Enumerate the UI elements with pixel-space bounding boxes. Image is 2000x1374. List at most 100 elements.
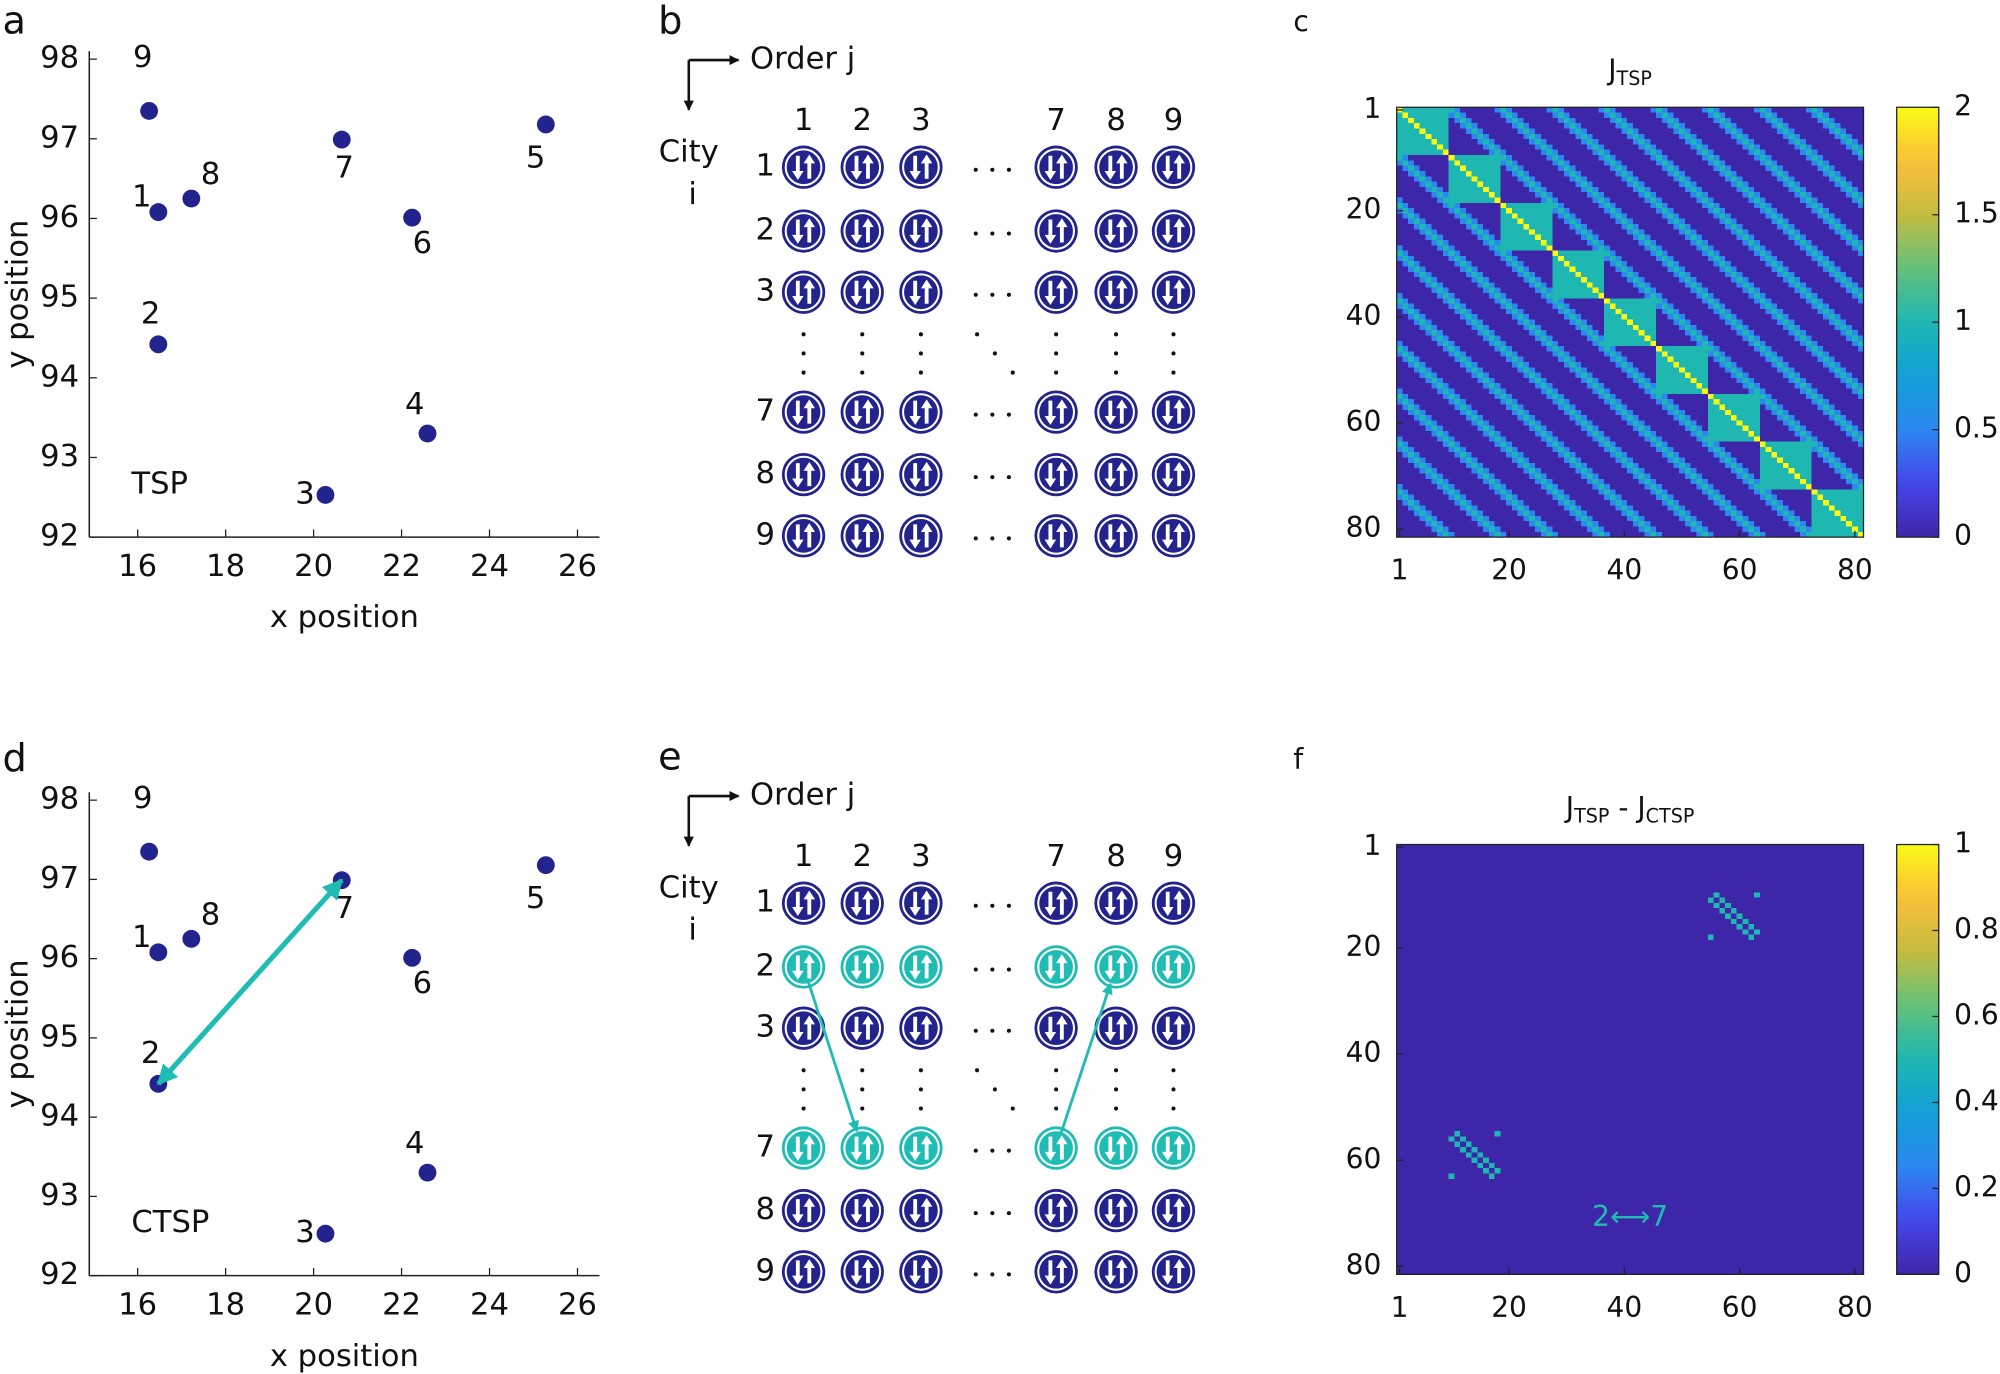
spin-disc — [1151, 452, 1196, 497]
spin — [1034, 1250, 1078, 1294]
spin-ring — [1154, 148, 1193, 187]
spin — [899, 452, 943, 497]
spin — [899, 514, 943, 558]
spin-ring — [1154, 884, 1193, 923]
title-part: CTSP — [1646, 804, 1695, 827]
spin — [781, 1188, 826, 1233]
heatmap-cell — [1736, 924, 1743, 930]
spin-disc — [1151, 270, 1196, 314]
spin-heads — [850, 1015, 874, 1041]
heatmap-band — [1396, 494, 1443, 538]
heatmap-band — [1396, 399, 1547, 538]
ellipsis-dot — [990, 967, 995, 972]
heatmap-cell — [1454, 1141, 1461, 1148]
spin-ring — [1097, 884, 1135, 923]
spin-disc — [899, 452, 943, 497]
ellipsis-dot — [1006, 1272, 1011, 1277]
x-axis-label: x position — [270, 1339, 419, 1374]
column-axis-label: Order j — [750, 42, 855, 77]
row-label: 9 — [756, 1253, 775, 1288]
ellipsis-dot — [973, 167, 978, 172]
y-tick-label: 96 — [40, 200, 79, 235]
spin-disc — [899, 881, 943, 925]
spin — [899, 1006, 943, 1050]
spin-arrows — [1108, 219, 1124, 243]
spin-heads — [1161, 890, 1185, 916]
city-label: 9 — [133, 781, 152, 816]
city-point — [182, 929, 201, 948]
spin — [781, 270, 826, 314]
spin — [1034, 209, 1078, 253]
spin-arrows — [913, 524, 929, 548]
spin-arrows — [913, 1260, 929, 1284]
heatmap-band — [1396, 393, 1553, 538]
ellipsis-dot — [801, 370, 806, 375]
panel-letter: a — [3, 0, 26, 44]
city-label: 2 — [141, 1036, 160, 1071]
heatmap-cell — [1477, 1152, 1484, 1158]
spin-ring — [843, 212, 882, 250]
ellipsis-dot — [990, 292, 995, 297]
ellipsis-dot — [992, 1087, 997, 1092]
spin-heads — [1044, 154, 1068, 180]
spin-ring — [1097, 1191, 1135, 1230]
heatmap-band — [1396, 202, 1760, 538]
spin — [1151, 1188, 1196, 1233]
spin-disc — [781, 452, 826, 497]
constraint-arrow — [156, 878, 344, 1086]
spin-arrows — [1165, 1016, 1182, 1040]
column-label: 7 — [1046, 839, 1065, 874]
spin — [1034, 1126, 1078, 1170]
ellipsis-dot — [973, 1148, 978, 1153]
city-point — [149, 943, 168, 962]
spin — [899, 1250, 943, 1294]
spin-disc — [840, 209, 884, 253]
spin-ring — [784, 884, 823, 923]
spin — [781, 452, 826, 497]
spin-disc — [1094, 945, 1138, 989]
heatmap-cell — [1713, 902, 1720, 909]
spin-ring — [843, 1252, 882, 1291]
row-label: 2 — [756, 213, 775, 248]
spin-disc — [1094, 270, 1138, 314]
spin — [899, 881, 943, 925]
spin-ring — [1037, 1252, 1075, 1291]
diagram: b Order j City i 1 2 3 7 8 9 1 2 3 7 8 9 — [658, 0, 1196, 558]
row-axis-label: i — [688, 177, 697, 212]
spin — [781, 881, 826, 925]
spin-ring — [902, 212, 940, 250]
spin — [1094, 1188, 1138, 1233]
spin-heads — [1104, 461, 1128, 488]
spin — [1151, 514, 1196, 558]
y-tick-label: 80 — [1346, 1248, 1382, 1281]
ellipsis-dot — [801, 1068, 806, 1073]
ellipsis-dot — [973, 536, 978, 541]
y-tick-label: 97 — [40, 861, 79, 896]
column-label: 2 — [853, 839, 872, 874]
spin-disc — [781, 1188, 826, 1233]
spin-heads — [1044, 890, 1068, 916]
heatmap-cell — [1471, 1157, 1478, 1163]
spin — [1094, 270, 1138, 314]
spin-heads — [1104, 523, 1128, 549]
x-tick-label: 16 — [118, 549, 157, 584]
spin-disc — [1151, 1250, 1196, 1294]
city-point — [418, 424, 437, 443]
spin-arrows — [913, 463, 929, 487]
spin-ring — [1037, 1009, 1075, 1048]
spin — [1094, 1006, 1138, 1050]
ellipsis-dot — [1006, 1028, 1011, 1033]
y-tick-label: 60 — [1346, 1142, 1382, 1175]
spin-ring — [1037, 516, 1075, 555]
spin-disc — [1094, 1126, 1138, 1170]
spin-arrows — [1108, 524, 1124, 548]
spin — [1151, 270, 1196, 314]
column-label: 8 — [1106, 839, 1125, 874]
ellipsis-dot — [990, 536, 995, 541]
spin-disc — [1094, 1188, 1138, 1233]
ellipsis-dot — [1006, 903, 1011, 908]
ellipsis-dot — [1006, 412, 1011, 417]
spin-heads — [1044, 1135, 1068, 1161]
spin-heads — [1104, 1197, 1128, 1224]
